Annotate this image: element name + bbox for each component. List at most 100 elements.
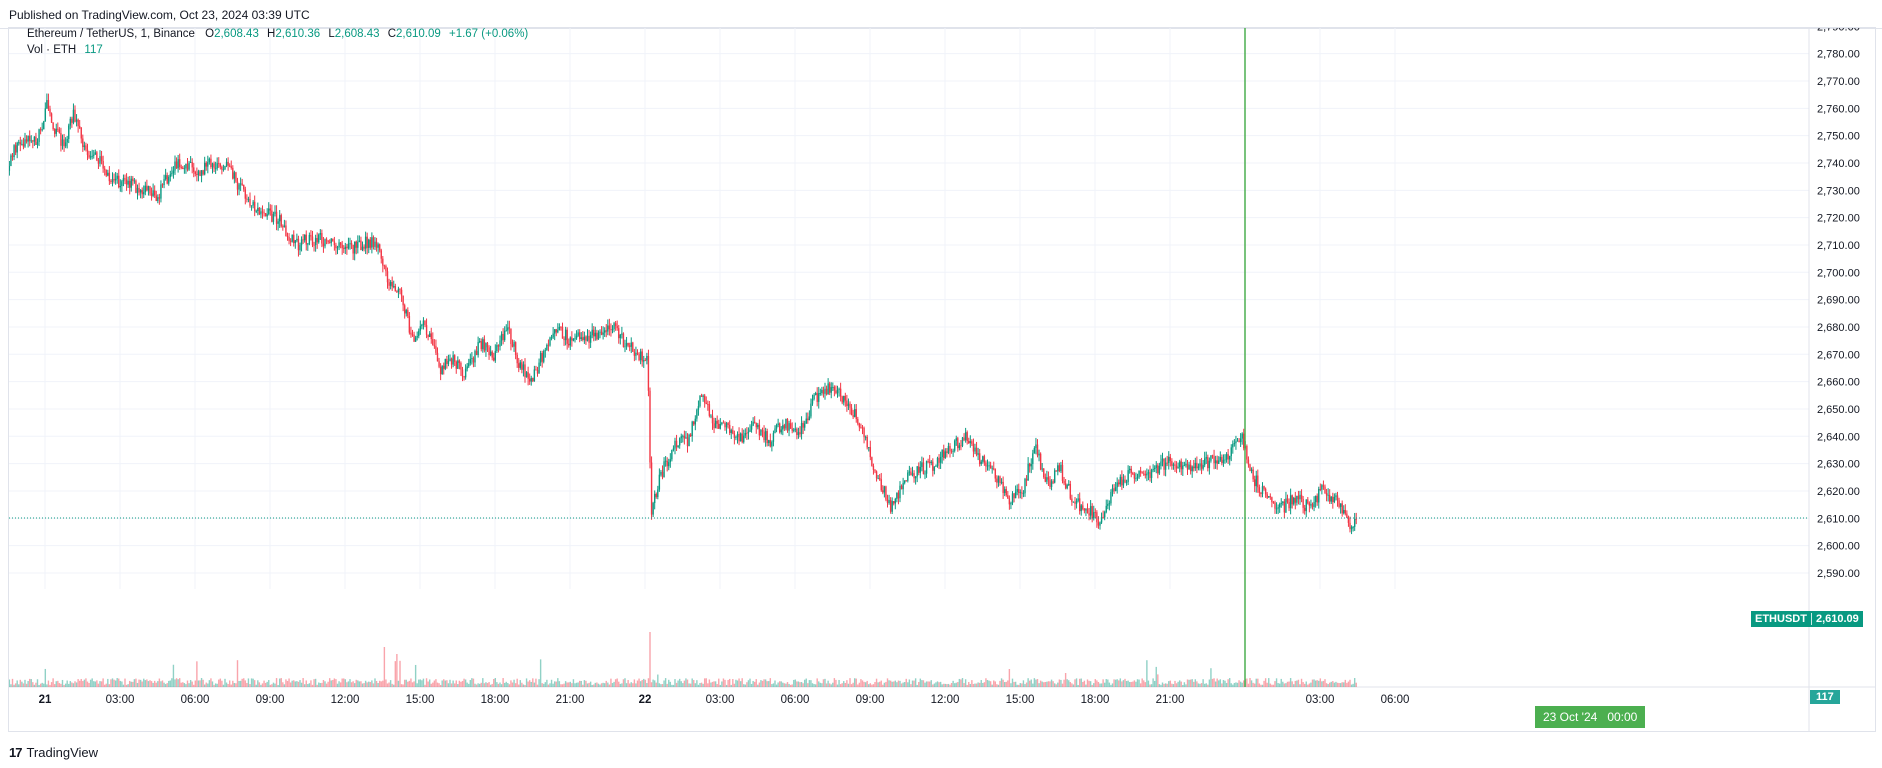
candle-body	[993, 468, 995, 470]
candle-body	[210, 158, 212, 167]
volume-bar	[657, 674, 659, 687]
volume-bar	[719, 684, 722, 687]
candle	[46, 93, 48, 110]
volume-bar	[171, 678, 173, 687]
candle	[661, 465, 664, 480]
candle-body	[1136, 477, 1139, 479]
candle-body	[128, 180, 131, 188]
volume-bar	[510, 680, 512, 687]
candle-body	[519, 362, 522, 368]
candle-body	[199, 171, 201, 176]
volume-bar	[1078, 678, 1081, 687]
volume-bar	[378, 680, 381, 687]
candle	[444, 358, 447, 371]
candle	[980, 459, 982, 466]
candle-body	[633, 351, 636, 356]
candle-body	[932, 461, 934, 471]
volume-bar	[613, 681, 615, 687]
volume-bar	[543, 683, 545, 687]
candle	[1075, 498, 1078, 509]
candle-body	[739, 433, 742, 442]
candle	[918, 462, 920, 476]
candle	[482, 337, 484, 353]
candle-body	[422, 320, 425, 325]
candle	[969, 435, 972, 448]
candle-body	[227, 161, 229, 166]
volume-bar	[1335, 681, 1337, 687]
candle-body	[110, 181, 112, 182]
volume-bar	[316, 684, 318, 687]
volume-bar	[705, 678, 707, 687]
price-axis-label: 2,700.00	[1817, 267, 1860, 279]
volume-bar	[958, 678, 961, 687]
candle	[86, 143, 89, 161]
candle-body	[463, 376, 465, 378]
volume-bar	[19, 679, 22, 687]
volume-bar	[1261, 684, 1264, 687]
volume-bar	[708, 679, 711, 687]
volume-bar	[1325, 683, 1328, 687]
candle	[783, 423, 786, 431]
candle-body	[1230, 447, 1232, 457]
candle	[1000, 478, 1003, 485]
candle	[624, 339, 626, 353]
volume-bar	[868, 684, 870, 687]
candle-body	[655, 493, 657, 497]
candle	[1116, 477, 1118, 494]
candle	[844, 392, 847, 407]
candle-body	[535, 369, 537, 371]
volume-bar	[1328, 682, 1331, 687]
candle	[703, 393, 706, 408]
candle	[1271, 496, 1273, 508]
candle	[697, 400, 700, 416]
volume-bar	[347, 681, 350, 687]
candle-body	[780, 429, 782, 433]
candle-body	[805, 418, 807, 424]
chart-pane[interactable]: 2,590.00 2,600.00 2,610.00 2,620.00 2,630.00…	[8, 27, 1876, 732]
header-bar: Published on TradingView.com, Oct 23, 20…	[0, 0, 1882, 29]
volume-bar	[30, 679, 32, 687]
price-chart[interactable]: 2,590.002,600.002,610.002,620.002,630.00…	[9, 28, 1875, 731]
volume-bar	[1143, 680, 1145, 687]
volume-bar	[997, 684, 1000, 687]
volume-bar	[896, 682, 898, 687]
volume-bar	[1153, 680, 1156, 687]
candle-body	[311, 236, 314, 245]
candle	[43, 120, 45, 130]
candle-body	[1100, 517, 1103, 523]
volume-bar	[433, 680, 436, 687]
volume-bar	[1214, 681, 1217, 687]
candle	[710, 414, 712, 419]
volume-bar	[300, 682, 303, 687]
candle	[88, 150, 90, 159]
volume-bar	[961, 678, 964, 687]
candle-body	[374, 241, 376, 247]
volume-bar	[994, 681, 997, 687]
candle-body	[375, 241, 378, 248]
volume-bar	[471, 678, 473, 687]
volume-bar	[388, 682, 390, 687]
candle	[766, 428, 768, 447]
candle-body	[168, 177, 170, 184]
candle-body	[453, 355, 456, 362]
volume-bar	[1211, 678, 1214, 687]
candle	[721, 421, 723, 426]
candle	[789, 419, 792, 429]
candle	[782, 419, 784, 436]
volume-bar	[774, 680, 776, 687]
volume-bar	[857, 684, 859, 687]
volume-bar	[86, 681, 89, 687]
candle	[861, 425, 864, 435]
candle	[1091, 503, 1093, 523]
volume-bar	[553, 681, 556, 687]
candle-body	[419, 326, 422, 331]
candle-body	[1163, 458, 1165, 470]
candle-body	[30, 140, 32, 142]
candle	[793, 427, 795, 433]
volume-bar	[299, 680, 301, 687]
volume-bar	[838, 679, 840, 687]
candle	[388, 278, 390, 291]
candle	[769, 433, 772, 448]
candle	[1266, 492, 1268, 499]
candle	[541, 350, 543, 368]
